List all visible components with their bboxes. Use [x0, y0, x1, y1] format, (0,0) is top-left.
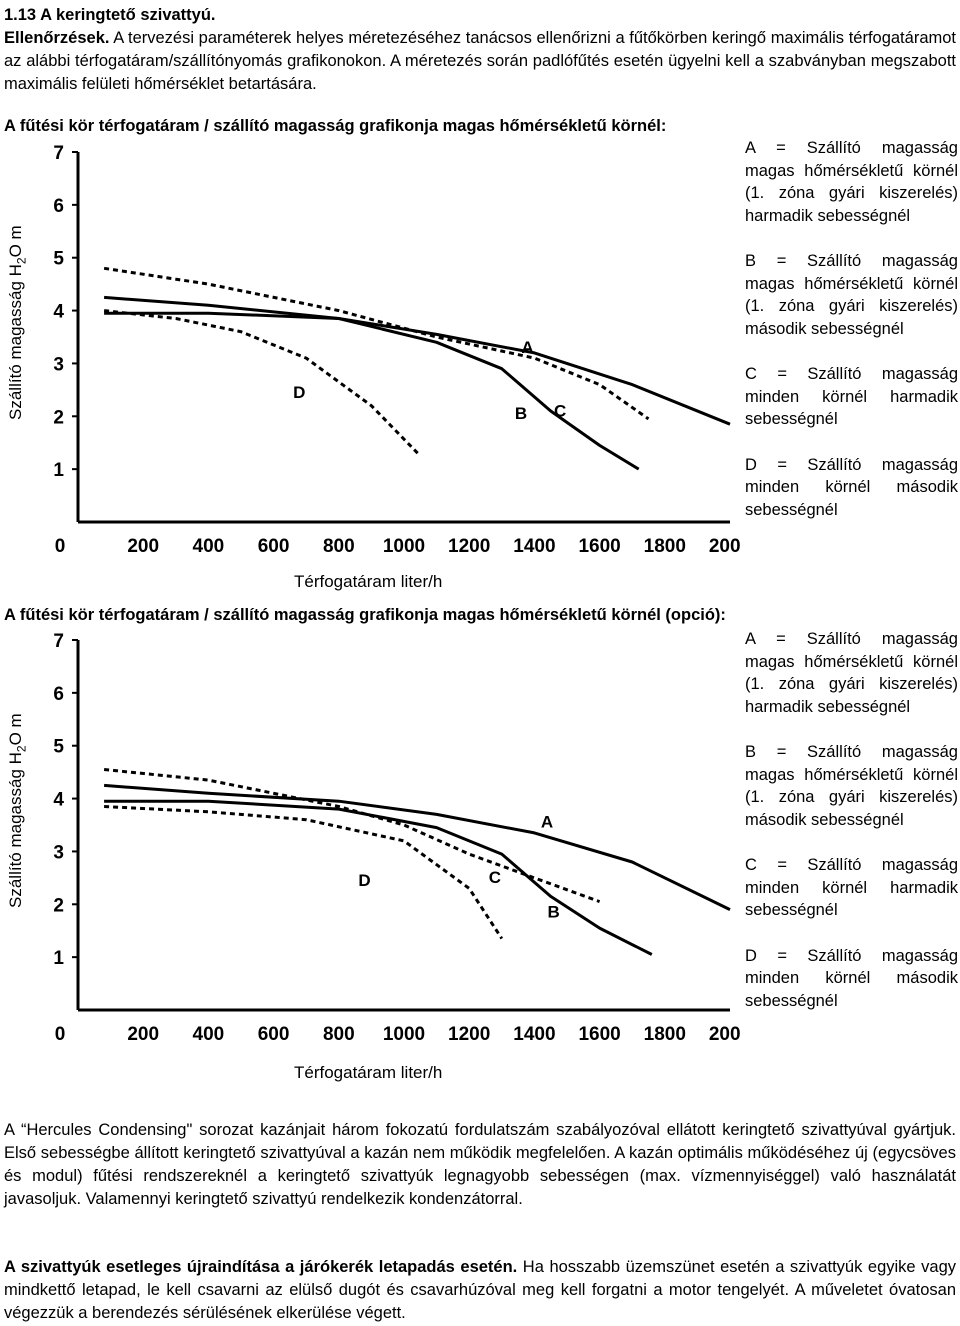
- y-tick-label: 3: [53, 842, 64, 863]
- series-label-c: C: [489, 868, 501, 887]
- x-tick-label: 1600: [578, 536, 620, 557]
- legend-2-b: B = Szállító magasság magas hőmérsékletű…: [745, 743, 958, 829]
- y-tick-label: 4: [53, 790, 64, 811]
- chart-1-title: A fűtési kör térfogatáram / szállító mag…: [4, 117, 667, 135]
- y-tick-label: 1: [53, 460, 64, 481]
- intro-text: 1.13 A keringtető szivattyú. Ellenőrzése…: [4, 4, 956, 96]
- series-line-a: [103, 295, 731, 426]
- legend-1-c: C = Szállító magasság minden körnél harm…: [745, 365, 958, 428]
- footer-paragraph-1: A “Hercules Condensing" sorozat kazánjai…: [4, 1121, 956, 1208]
- y-tick-label: 1: [53, 948, 64, 969]
- y-tick-label: 2: [53, 895, 64, 916]
- legend-1-b: B = Szállító magasság magas hőmérsékletű…: [745, 252, 958, 338]
- x-tick-label: 1200: [448, 536, 490, 557]
- restart-heading: A szivattyúk esetleges újraindítása a já…: [4, 1258, 518, 1276]
- chart-2-xlabel: Térfogatáram liter/h: [294, 1063, 443, 1082]
- x-tick-label: 1000: [383, 536, 425, 557]
- x-tick-label: 0: [55, 536, 66, 557]
- legend-2-d: D = Szállító magasság minden körnél máso…: [745, 946, 958, 1010]
- x-tick-label: 1400: [513, 1024, 555, 1045]
- x-tick-label: 2000: [709, 1024, 740, 1045]
- x-tick-label: 2000: [709, 536, 740, 557]
- chart-2-legend: A = Szállító magasság magas hőmérsékletű…: [745, 628, 958, 1035]
- series-label-b: B: [515, 404, 527, 423]
- y-tick-label: 2: [53, 407, 64, 428]
- x-tick-label: 200: [127, 1024, 159, 1045]
- y-tick-label: 7: [53, 631, 64, 652]
- x-tick-label: 800: [323, 1024, 355, 1045]
- x-tick-label: 600: [258, 536, 290, 557]
- chart-1-xlabel: Térfogatáram liter/h: [294, 572, 443, 591]
- x-tick-label: 200: [127, 536, 159, 557]
- series-label-a: A: [521, 338, 533, 357]
- x-tick-label: 600: [258, 1024, 290, 1045]
- check-label: Ellenőrzések.: [4, 29, 110, 47]
- chart-1: 1 2 3 4 5 6 7 0 200 400 600 800 1000 1200 1400 1600 1800…: [53, 143, 740, 557]
- section-title: 1.13 A keringtető szivattyú.: [4, 6, 216, 24]
- legend-1-d: D = Szállító magasság minden körnél máso…: [745, 455, 958, 519]
- series-label-d: D: [293, 383, 305, 402]
- y-tick-label: 7: [53, 143, 64, 164]
- chart-1-legend: A = Szállító magasság magas hőmérsékletű…: [745, 137, 958, 544]
- series-line-a: [103, 783, 731, 911]
- y-tick-label: 5: [53, 249, 64, 270]
- x-tick-label: 1400: [513, 536, 555, 557]
- series-label-d: D: [358, 871, 370, 890]
- x-tick-label: 1000: [383, 1024, 425, 1045]
- y-tick-label: 3: [53, 354, 64, 375]
- legend-2-c: C = Szállító magasság minden körnél harm…: [745, 856, 958, 919]
- x-tick-label: 0: [55, 1024, 66, 1045]
- chart-1-ylabel: Szállító magasság H2O m: [6, 225, 29, 420]
- x-tick-label: 800: [323, 536, 355, 557]
- y-tick-label: 6: [53, 196, 64, 217]
- x-tick-label: 1600: [578, 1024, 620, 1045]
- y-tick-label: 5: [53, 737, 64, 758]
- chart-2: 1 2 3 4 5 6 7 0 200 400 600 800 1000 1200 1400 1600 1800…: [53, 631, 740, 1045]
- series-line-b: [104, 799, 653, 956]
- legend-1-a: A = Szállító magasság magas hőmérsékletű…: [745, 139, 958, 225]
- chart-2-title: A fűtési kör térfogatáram / szállító mag…: [4, 606, 726, 624]
- restart-text: Ha hosszabb üzemszünet esetén a szivatty…: [4, 1258, 956, 1322]
- chart-2-ylabel: Szállító magasság H2O m: [6, 713, 29, 908]
- x-tick-label: 1800: [644, 536, 686, 557]
- series-line-d: [103, 309, 422, 457]
- legend-2-a: A = Szállító magasság magas hőmérsékletű…: [745, 630, 958, 716]
- x-tick-label: 400: [193, 536, 225, 557]
- series-label-c: C: [554, 401, 566, 420]
- series-line-b: [104, 311, 640, 471]
- series-label-b: B: [547, 903, 559, 922]
- y-tick-label: 4: [53, 302, 64, 323]
- x-tick-label: 1200: [448, 1024, 490, 1045]
- check-text: A tervezési paraméterek helyes méretezés…: [4, 29, 956, 93]
- series-line-c: [103, 266, 650, 421]
- x-tick-label: 400: [193, 1024, 225, 1045]
- series-line-d: [104, 805, 504, 940]
- series-label-a: A: [541, 813, 553, 832]
- x-tick-label: 1800: [644, 1024, 686, 1045]
- footer-paragraph-2: A szivattyúk esetleges újraindítása a já…: [4, 1256, 956, 1325]
- series-line-c: [103, 768, 601, 904]
- y-tick-label: 6: [53, 684, 64, 705]
